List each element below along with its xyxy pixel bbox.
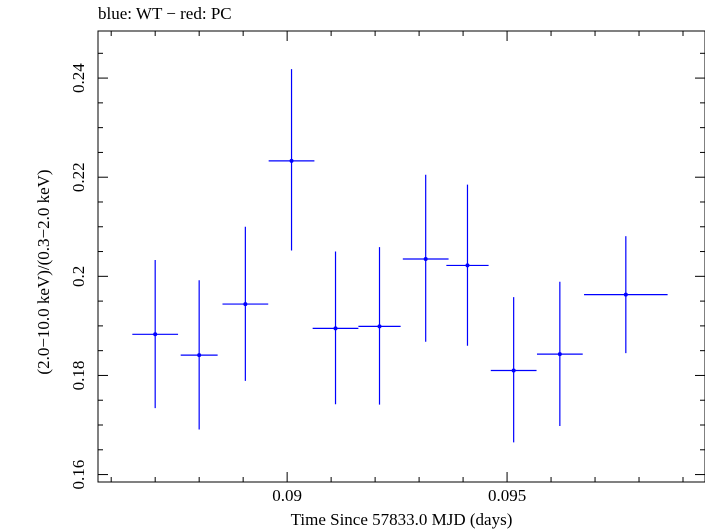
- x-axis-label: Time Since 57833.0 MJD (days): [290, 510, 513, 529]
- data-point: [289, 158, 294, 163]
- data-point: [623, 292, 628, 297]
- data-point: [197, 353, 202, 358]
- y-tick-label: 0.16: [69, 460, 88, 490]
- plot-frame: [97, 30, 705, 483]
- data-point: [465, 263, 470, 268]
- y-tick-label: 0.24: [69, 63, 88, 93]
- y-tick-label: 0.22: [69, 162, 88, 192]
- data-point: [153, 332, 158, 337]
- data-point: [333, 326, 338, 331]
- data-layer: [132, 69, 668, 443]
- data-point: [377, 324, 382, 329]
- data-point: [423, 256, 428, 261]
- data-point: [511, 368, 516, 373]
- x-tick-label: 0.09: [272, 486, 302, 505]
- y-tick-label: 0.18: [69, 361, 88, 391]
- data-point: [243, 302, 248, 307]
- x-tick-label: 0.095: [488, 486, 526, 505]
- y-tick-label: 0.2: [69, 266, 88, 287]
- chart-title: blue: WT − red: PC: [98, 4, 232, 23]
- y-axis-label: (2.0−10.0 keV)/(0.3−2.0 keV): [34, 169, 53, 375]
- axes-layer: 0.16 0.18 0.2 0.22 0.24 0.09 0.095: [69, 30, 705, 505]
- data-point: [557, 352, 562, 357]
